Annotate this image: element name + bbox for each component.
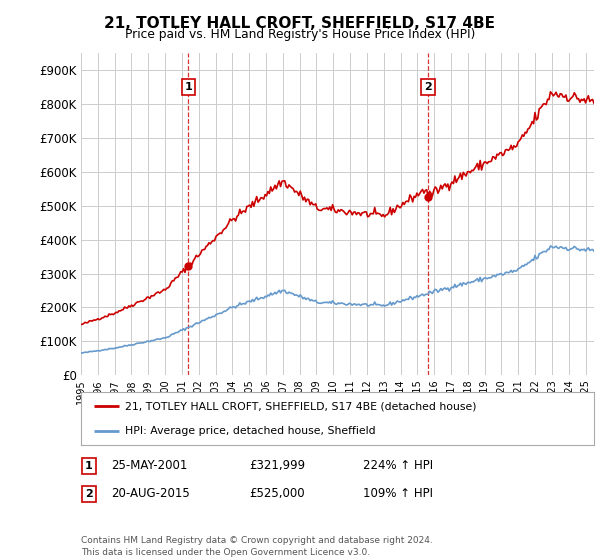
Text: 20-AUG-2015: 20-AUG-2015	[111, 487, 190, 501]
Text: Price paid vs. HM Land Registry's House Price Index (HPI): Price paid vs. HM Land Registry's House …	[125, 28, 475, 41]
Text: £525,000: £525,000	[249, 487, 305, 501]
Text: 2: 2	[424, 82, 432, 92]
Text: 2: 2	[85, 489, 92, 499]
Text: 1: 1	[85, 461, 92, 471]
Text: £321,999: £321,999	[249, 459, 305, 473]
Text: 21, TOTLEY HALL CROFT, SHEFFIELD, S17 4BE: 21, TOTLEY HALL CROFT, SHEFFIELD, S17 4B…	[104, 16, 496, 31]
Text: 21, TOTLEY HALL CROFT, SHEFFIELD, S17 4BE (detached house): 21, TOTLEY HALL CROFT, SHEFFIELD, S17 4B…	[125, 402, 476, 412]
Text: 1: 1	[185, 82, 193, 92]
Text: 25-MAY-2001: 25-MAY-2001	[111, 459, 187, 473]
Text: Contains HM Land Registry data © Crown copyright and database right 2024.
This d: Contains HM Land Registry data © Crown c…	[81, 536, 433, 557]
Text: HPI: Average price, detached house, Sheffield: HPI: Average price, detached house, Shef…	[125, 426, 375, 436]
Text: 109% ↑ HPI: 109% ↑ HPI	[363, 487, 433, 501]
Text: 224% ↑ HPI: 224% ↑ HPI	[363, 459, 433, 473]
